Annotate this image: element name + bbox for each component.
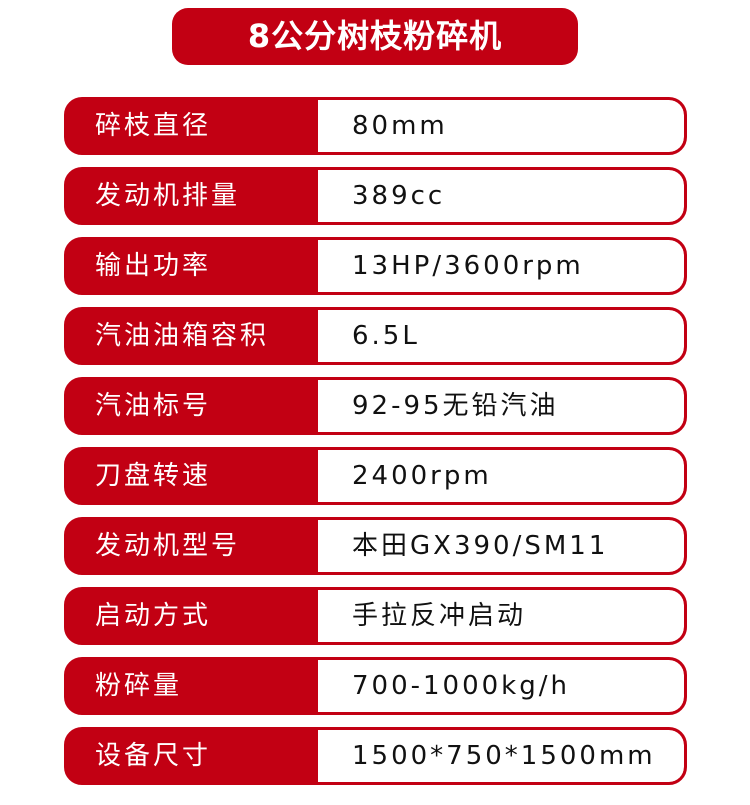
spec-row: 汽油标号 92-95无铅汽油	[64, 377, 687, 435]
spec-label: 汽油标号	[95, 391, 212, 421]
spec-row: 碎枝直径 80mm	[64, 97, 687, 155]
spec-label: 汽油油箱容积	[95, 321, 270, 351]
spec-label: 启动方式	[95, 601, 212, 631]
spec-value: 700-1000kg/h	[318, 660, 684, 712]
spec-value: 92-95无铅汽油	[318, 380, 684, 432]
spec-label: 发动机型号	[95, 531, 241, 561]
spec-row: 汽油油箱容积 6.5L	[64, 307, 687, 365]
spec-label: 发动机排量	[95, 181, 241, 211]
spec-row: 发动机排量 389cc	[64, 167, 687, 225]
spec-value: 13HP/3600rpm	[318, 240, 684, 292]
spec-label: 碎枝直径	[95, 111, 212, 141]
spec-label: 输出功率	[95, 251, 212, 281]
spec-row: 启动方式 手拉反冲启动	[64, 587, 687, 645]
page-title: 8公分树枝粉碎机	[172, 8, 578, 65]
spec-value: 手拉反冲启动	[318, 590, 684, 642]
spec-label: 刀盘转速	[95, 461, 212, 491]
spec-row: 设备尺寸 1500*750*1500mm	[64, 727, 687, 785]
spec-row: 刀盘转速 2400rpm	[64, 447, 687, 505]
spec-value: 6.5L	[318, 310, 684, 362]
spec-row: 粉碎量 700-1000kg/h	[64, 657, 687, 715]
spec-label: 设备尺寸	[95, 741, 212, 771]
spec-label: 粉碎量	[95, 671, 183, 701]
spec-value: 80mm	[318, 100, 684, 152]
spec-value: 1500*750*1500mm	[318, 730, 684, 782]
spec-value: 本田GX390/SM11	[318, 520, 684, 572]
spec-row: 输出功率 13HP/3600rpm	[64, 237, 687, 295]
spec-row: 发动机型号 本田GX390/SM11	[64, 517, 687, 575]
spec-value: 389cc	[318, 170, 684, 222]
spec-value: 2400rpm	[318, 450, 684, 502]
